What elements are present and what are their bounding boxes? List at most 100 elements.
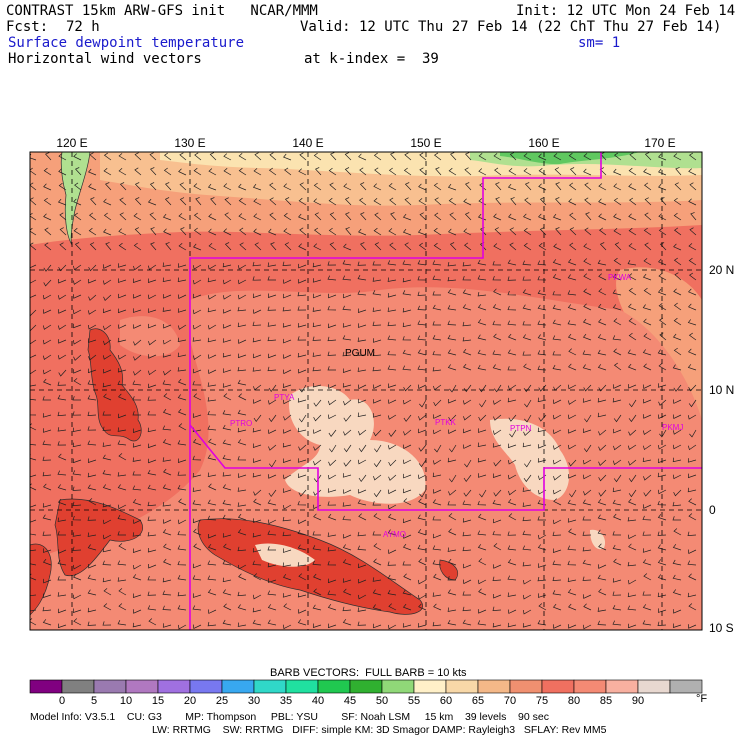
- wind-barb: [552, 414, 562, 420]
- wind-barb: [222, 424, 232, 431]
- wind-barb: [133, 213, 142, 221]
- wind-barb: [150, 242, 157, 251]
- wind-barb: [177, 545, 187, 551]
- wind-barb: [613, 213, 622, 221]
- wind-barb: [492, 364, 502, 371]
- borneo-landmass: [30, 543, 52, 616]
- wind-barb: [567, 588, 577, 596]
- wind-barb: [613, 474, 622, 483]
- wind-barb: [387, 513, 397, 521]
- wind-barb: [372, 261, 381, 266]
- wind-barb: [269, 152, 277, 161]
- wind-barb: [448, 398, 457, 404]
- wind-barb: [523, 429, 532, 436]
- wind-barb: [329, 212, 337, 221]
- wind-barb: [343, 368, 352, 373]
- wind-barb: [582, 516, 591, 521]
- wind-barb: [163, 468, 172, 476]
- wind-barb: [673, 623, 682, 628]
- wind-barb: [345, 212, 352, 221]
- wind-barb: [88, 294, 97, 301]
- colorbar-tick-label: 15: [151, 695, 165, 707]
- wind-barb: [432, 335, 442, 341]
- wind-barb: [583, 153, 592, 161]
- wind-barb: [537, 350, 547, 356]
- wind-barb: [252, 607, 262, 613]
- wind-barb: [522, 351, 532, 356]
- wind-barb: [224, 212, 232, 221]
- wind-barb: [642, 349, 652, 356]
- wind-barb: [432, 560, 442, 566]
- wind-barb: [209, 152, 217, 161]
- wind-barb: [658, 213, 667, 221]
- wind-barb: [312, 531, 321, 536]
- wind-barb: [493, 243, 502, 251]
- wind-barb: [343, 183, 352, 191]
- colorbar-swatch: [221, 679, 255, 694]
- wind-barb: [552, 590, 562, 596]
- wind-barb: [598, 198, 607, 206]
- wind-barb: [462, 606, 472, 612]
- wind-barb: [477, 579, 487, 585]
- colorbar-swatch: [573, 679, 607, 694]
- wind-barb: [253, 168, 262, 176]
- wind-barb: [357, 261, 367, 266]
- wind-barb: [72, 515, 82, 521]
- wind-barb: [30, 423, 37, 431]
- wind-barb: [672, 516, 681, 521]
- wind-barb: [613, 273, 622, 281]
- wind-barb: [432, 592, 442, 597]
- wind-barb: [537, 444, 547, 449]
- wind-barb: [688, 348, 697, 356]
- wind-barb: [477, 442, 487, 448]
- wind-barb: [387, 589, 397, 596]
- wind-barb: [462, 304, 472, 311]
- wind-barb: [73, 212, 82, 221]
- wind-barb: [583, 444, 592, 453]
- wind-barb: [447, 558, 457, 566]
- wind-barb: [568, 459, 577, 467]
- wind-barb: [373, 474, 382, 481]
- wind-barb: [477, 364, 487, 371]
- wind-barb: [268, 578, 277, 583]
- wind-barb: [462, 500, 472, 506]
- wind-barb: [238, 393, 247, 401]
- wind-barb: [524, 182, 532, 191]
- wind-barb: [552, 531, 562, 536]
- wind-barb: [133, 242, 142, 251]
- wind-barb: [688, 332, 697, 341]
- wind-barb: [402, 459, 412, 465]
- wind-barb: [582, 398, 592, 403]
- wind-barb: [88, 264, 97, 272]
- wind-barb: [463, 563, 472, 569]
- wind-barb: [148, 278, 157, 283]
- wind-barb: [30, 530, 37, 536]
- new-guinea-highlands: [255, 543, 315, 567]
- wind-barb: [642, 531, 652, 536]
- wind-barb: [492, 443, 502, 448]
- wind-barb: [509, 429, 517, 438]
- wind-barb: [477, 334, 487, 341]
- wind-barb: [359, 167, 367, 176]
- wind-barb: [643, 227, 652, 236]
- wind-barb: [463, 489, 472, 497]
- wind-barb: [660, 197, 667, 206]
- wind-barb: [57, 441, 67, 446]
- wind-barb: [297, 336, 307, 341]
- wind-barb: [148, 308, 157, 313]
- wind-barb: [87, 426, 97, 431]
- wind-barb: [552, 290, 562, 296]
- wind-barb: [42, 514, 52, 521]
- wind-barb: [567, 333, 577, 341]
- wind-barb: [448, 474, 457, 483]
- wind-barb: [567, 258, 577, 266]
- wind-barb: [42, 396, 51, 401]
- wind-barb: [432, 304, 442, 311]
- wind-barb: [629, 152, 637, 161]
- wind-barb: [642, 414, 652, 419]
- wind-barb: [253, 573, 262, 581]
- wind-barb: [433, 399, 442, 407]
- wind-barb: [313, 243, 322, 251]
- wind-barb: [447, 289, 457, 296]
- wind-barb: [657, 621, 667, 626]
